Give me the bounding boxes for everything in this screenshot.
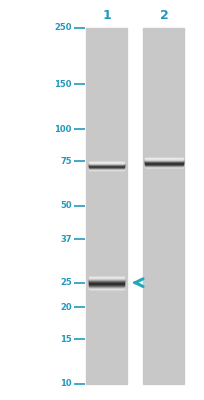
Bar bbox=[143, 28, 184, 384]
Text: 20: 20 bbox=[60, 303, 71, 312]
Text: 150: 150 bbox=[54, 80, 71, 89]
Bar bbox=[144, 161, 183, 162]
Bar bbox=[86, 28, 126, 384]
Bar bbox=[89, 284, 123, 285]
Bar bbox=[89, 280, 123, 281]
Text: 50: 50 bbox=[60, 202, 71, 210]
Bar bbox=[89, 281, 123, 282]
Bar bbox=[89, 277, 123, 278]
Text: 15: 15 bbox=[60, 335, 71, 344]
Bar bbox=[89, 287, 123, 288]
Text: 75: 75 bbox=[60, 157, 71, 166]
Bar bbox=[144, 162, 183, 163]
Bar bbox=[144, 159, 183, 160]
Bar bbox=[89, 279, 123, 280]
Bar bbox=[144, 164, 183, 165]
Bar bbox=[144, 162, 183, 163]
Bar bbox=[89, 283, 123, 284]
Bar bbox=[144, 165, 183, 166]
Bar bbox=[89, 282, 123, 283]
Text: 250: 250 bbox=[54, 24, 71, 32]
Bar bbox=[89, 280, 123, 281]
Text: 1: 1 bbox=[102, 9, 110, 22]
Bar bbox=[89, 279, 123, 280]
Text: 2: 2 bbox=[159, 9, 167, 22]
Bar bbox=[89, 285, 123, 286]
Bar bbox=[144, 160, 183, 161]
Text: 37: 37 bbox=[60, 235, 71, 244]
Bar bbox=[144, 159, 183, 160]
Bar bbox=[144, 165, 183, 166]
Text: 25: 25 bbox=[60, 278, 71, 287]
Bar bbox=[144, 160, 183, 161]
Bar bbox=[89, 285, 123, 286]
Bar bbox=[144, 166, 183, 167]
Bar bbox=[89, 286, 123, 287]
Text: 100: 100 bbox=[54, 125, 71, 134]
Bar bbox=[89, 286, 123, 287]
Bar bbox=[89, 276, 123, 277]
Bar bbox=[89, 288, 123, 289]
Bar bbox=[89, 284, 123, 285]
Bar bbox=[89, 283, 123, 284]
Bar bbox=[89, 278, 123, 279]
Bar bbox=[144, 163, 183, 164]
Text: 10: 10 bbox=[60, 380, 71, 388]
Bar bbox=[144, 158, 183, 159]
Bar bbox=[144, 163, 183, 164]
Bar bbox=[144, 164, 183, 165]
Bar bbox=[144, 158, 183, 159]
Bar bbox=[89, 288, 123, 289]
